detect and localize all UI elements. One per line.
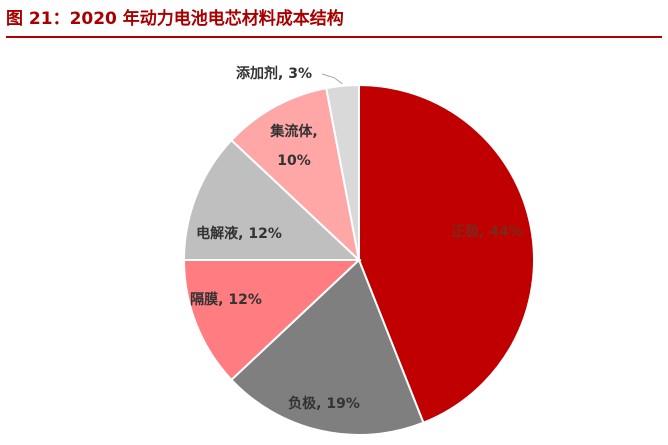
pie-slice	[182, 259, 362, 382]
pie-slice	[182, 138, 362, 261]
slice-label: 电解液, 12%	[196, 225, 282, 242]
slice-label: 10%	[277, 153, 311, 169]
pie-slice	[358, 83, 535, 425]
slice-label: 隔膜, 12%	[190, 291, 262, 308]
slice-label: 添加剂, 3%	[236, 65, 312, 82]
pie-slice	[230, 86, 361, 263]
slice-label: 正极, 44%	[451, 223, 523, 240]
pie-slice	[325, 83, 360, 261]
chart-title: 图 21：2020 年动力电池电芯材料成本结构	[6, 9, 344, 29]
slice-label: 集流体,	[269, 123, 317, 140]
title-rule	[6, 36, 662, 38]
slice-label: 负极, 19%	[288, 395, 360, 412]
pie-slice	[230, 258, 425, 436]
leader-line	[321, 73, 343, 85]
